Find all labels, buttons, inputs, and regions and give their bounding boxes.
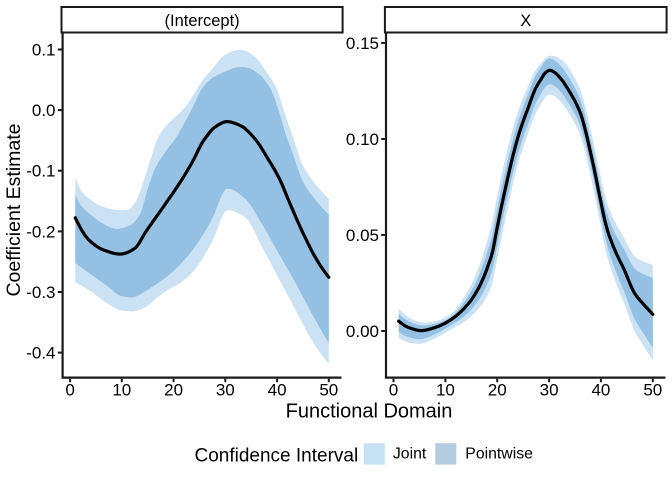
- svg-text:Pointwise: Pointwise: [465, 446, 533, 463]
- svg-text:-0.3: -0.3: [26, 283, 55, 302]
- svg-text:-0.2: -0.2: [26, 222, 55, 241]
- svg-text:0.00: 0.00: [346, 322, 379, 341]
- svg-text:Functional Domain: Functional Domain: [286, 401, 453, 423]
- svg-text:40: 40: [268, 381, 287, 400]
- svg-text:0.15: 0.15: [346, 34, 379, 53]
- svg-text:40: 40: [591, 381, 610, 400]
- svg-text:-0.4: -0.4: [26, 344, 55, 363]
- svg-text:Joint: Joint: [393, 446, 427, 463]
- svg-text:50: 50: [319, 381, 338, 400]
- svg-text:0: 0: [65, 381, 74, 400]
- svg-text:10: 10: [112, 381, 131, 400]
- svg-text:20: 20: [164, 381, 183, 400]
- svg-text:0.1: 0.1: [32, 41, 56, 60]
- svg-text:0.10: 0.10: [346, 130, 379, 149]
- svg-text:30: 30: [216, 381, 235, 400]
- svg-text:30: 30: [540, 381, 559, 400]
- svg-text:-0.1: -0.1: [26, 162, 55, 181]
- svg-text:0.05: 0.05: [346, 226, 379, 245]
- svg-text:X: X: [520, 12, 531, 30]
- svg-text:10: 10: [436, 381, 455, 400]
- svg-text:20: 20: [488, 381, 507, 400]
- svg-text:50: 50: [643, 381, 662, 400]
- svg-text:Confidence Interval: Confidence Interval: [195, 445, 359, 466]
- svg-text:0: 0: [389, 381, 398, 400]
- svg-text:0.0: 0.0: [32, 101, 56, 120]
- svg-text:Coefficient Estimate: Coefficient Estimate: [3, 123, 25, 296]
- svg-text:(Intercept): (Intercept): [164, 12, 239, 30]
